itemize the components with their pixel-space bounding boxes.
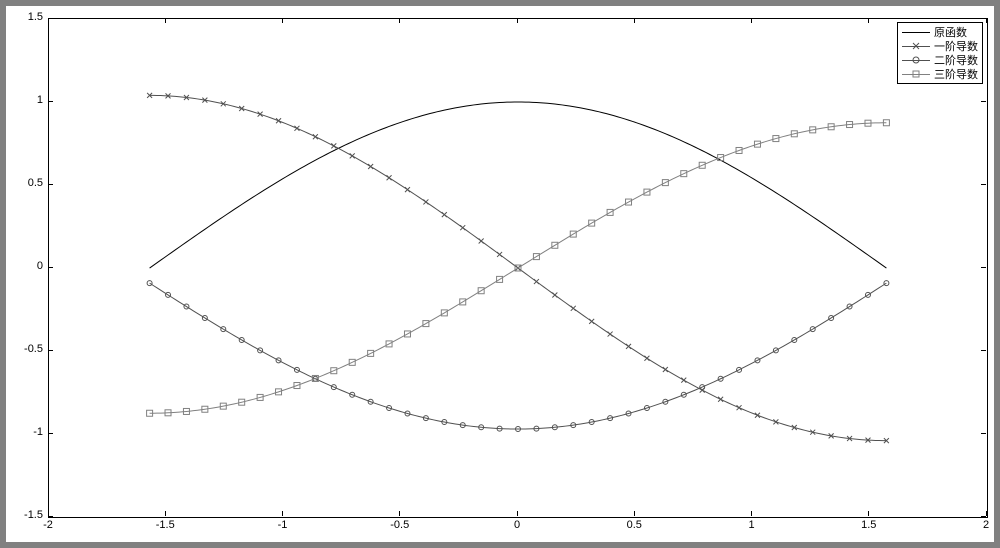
legend-entry-second_deriv: 二阶导数: [902, 53, 978, 67]
x-tick-label: -1.5: [153, 519, 177, 531]
y-tick-mark: [981, 267, 986, 268]
figure-container: 原函数一阶导数二阶导数三阶导数 -2-1.5-1-0.500.511.52 -1…: [0, 0, 1000, 548]
y-tick-label: -0.5: [24, 343, 43, 355]
legend-entry-first_deriv: 一阶导数: [902, 39, 978, 53]
legend-sample: [902, 68, 930, 80]
y-tick-mark: [981, 350, 986, 351]
x-tick-mark: [399, 18, 400, 23]
marker-x: [442, 212, 447, 217]
marker-x: [276, 118, 281, 123]
marker-x: [737, 405, 742, 410]
y-tick-label: -1.5: [24, 509, 43, 521]
legend-box: 原函数一阶导数二阶导数三阶导数: [897, 22, 983, 84]
legend-entry-original: 原函数: [902, 25, 978, 39]
legend-label: 三阶导数: [934, 66, 978, 82]
y-tick-mark: [981, 101, 986, 102]
x-tick-mark: [634, 18, 635, 23]
x-tick-label: -0.5: [388, 519, 412, 531]
legend-entry-third_deriv: 三阶导数: [902, 67, 978, 81]
legend-sample: [902, 40, 930, 52]
y-tick-mark: [981, 184, 986, 185]
y-tick-label: 0.5: [28, 177, 43, 189]
legend-sample: [902, 26, 930, 38]
x-tick-mark: [165, 18, 166, 23]
x-tick-label: -1: [271, 519, 295, 531]
marker-x: [626, 344, 631, 349]
marker-x: [589, 319, 594, 324]
marker-x: [460, 225, 465, 230]
y-tick-mark: [48, 433, 53, 434]
y-tick-mark: [981, 433, 986, 434]
x-tick-mark: [986, 18, 987, 23]
y-tick-mark: [48, 350, 53, 351]
marker-x: [258, 112, 263, 117]
marker-x: [368, 164, 373, 169]
y-tick-mark: [981, 516, 986, 517]
y-tick-mark: [48, 18, 53, 19]
series-line-third_deriv: [150, 123, 887, 414]
legend-sample: [902, 54, 930, 66]
marker-x: [718, 397, 723, 402]
x-tick-mark: [868, 18, 869, 23]
x-tick-mark: [634, 511, 635, 516]
marker-x: [552, 293, 557, 298]
x-tick-label: 1: [740, 519, 764, 531]
y-tick-label: 1.5: [28, 11, 43, 23]
x-tick-label: 1.5: [857, 519, 881, 531]
y-tick-mark: [48, 516, 53, 517]
x-tick-mark: [282, 511, 283, 516]
marker-x: [294, 126, 299, 131]
x-tick-label: 0: [505, 519, 529, 531]
marker-o: [147, 281, 152, 286]
marker-x: [681, 378, 686, 383]
y-tick-mark: [48, 184, 53, 185]
marker-x: [497, 252, 502, 257]
x-tick-mark: [282, 18, 283, 23]
marker-x: [387, 175, 392, 180]
marker-x: [571, 306, 576, 311]
y-tick-label: -1: [33, 426, 43, 438]
marker-x: [663, 367, 668, 372]
axes-area: 原函数一阶导数二阶导数三阶导数: [48, 18, 988, 518]
x-tick-mark: [48, 18, 49, 23]
y-tick-mark: [981, 18, 986, 19]
series-line-original: [150, 102, 887, 268]
x-tick-label: 0.5: [622, 519, 646, 531]
x-tick-mark: [751, 511, 752, 516]
x-tick-label: 2: [974, 519, 998, 531]
marker-x: [644, 356, 649, 361]
y-tick-label: 1: [37, 94, 43, 106]
x-tick-mark: [399, 511, 400, 516]
x-tick-mark: [517, 511, 518, 516]
marker-x: [405, 187, 410, 192]
series-line-second_deriv: [150, 283, 887, 429]
y-tick-mark: [48, 101, 53, 102]
plot-frame: 原函数一阶导数二阶导数三阶导数 -2-1.5-1-0.500.511.52 -1…: [6, 6, 994, 542]
x-tick-mark: [517, 18, 518, 23]
x-tick-mark: [165, 511, 166, 516]
marker-x: [331, 143, 336, 148]
marker-x: [313, 134, 318, 139]
plot-svg: [49, 19, 987, 517]
y-tick-label: 0: [37, 260, 43, 272]
x-tick-mark: [868, 511, 869, 516]
y-tick-mark: [48, 267, 53, 268]
marker-x: [350, 153, 355, 158]
x-tick-mark: [751, 18, 752, 23]
marker-x: [755, 413, 760, 418]
marker-x: [479, 238, 484, 243]
marker-x: [608, 332, 613, 337]
marker-x: [423, 199, 428, 204]
marker-x: [534, 279, 539, 284]
marker-x: [773, 419, 778, 424]
